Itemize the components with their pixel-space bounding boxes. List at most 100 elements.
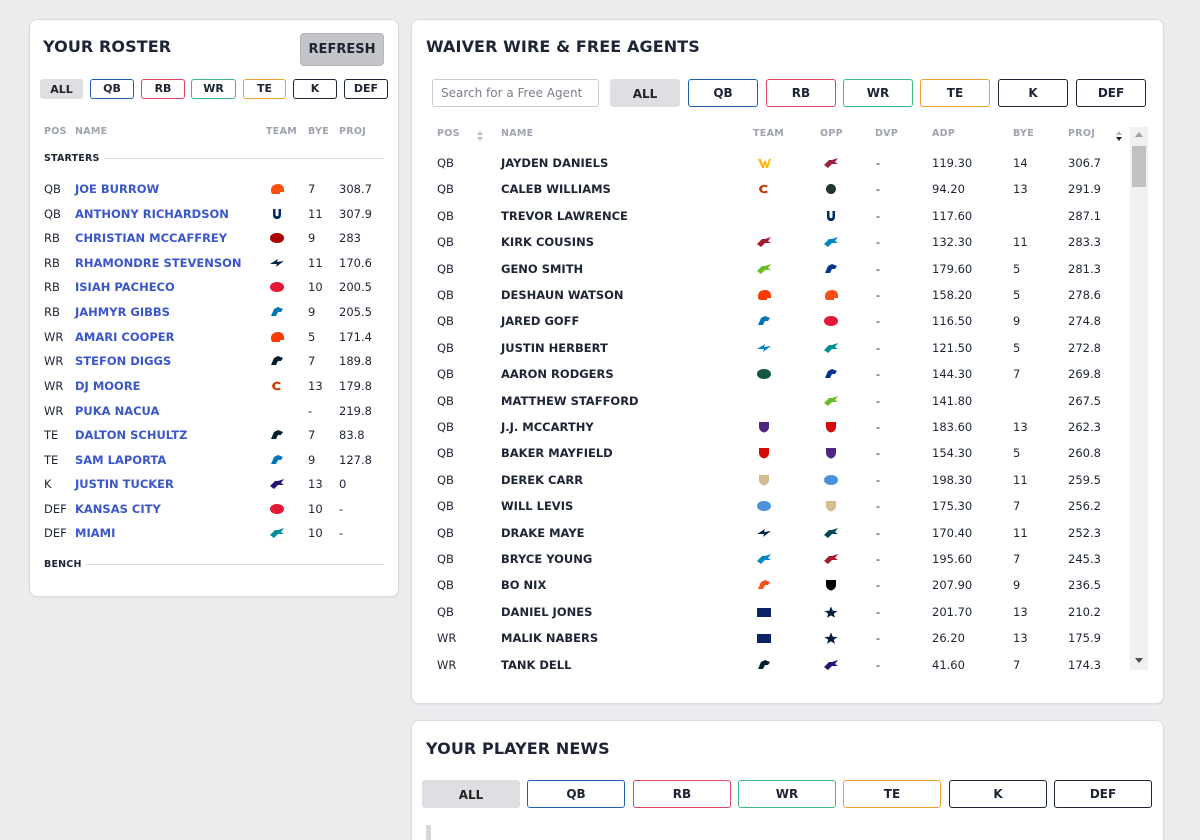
proj-sort-up-icon[interactable] xyxy=(1116,131,1122,135)
roster-player-bye: 10 xyxy=(308,280,323,294)
free-agent-search-input[interactable] xyxy=(432,79,599,107)
waiver-filter-wr[interactable]: WR xyxy=(843,79,913,107)
scroll-up-arrow-icon[interactable] xyxy=(1135,132,1143,137)
waiver-header-adp[interactable]: ADP xyxy=(932,128,956,139)
ne-team-logo-icon xyxy=(269,257,285,269)
waiver-player-pos: QB xyxy=(437,235,454,249)
scroll-thumb[interactable] xyxy=(1132,146,1146,187)
roster-header-proj[interactable]: PROJ xyxy=(339,126,367,137)
roster-player-name[interactable]: AMARI COOPER xyxy=(75,330,175,344)
dal-team-logo-icon xyxy=(823,632,839,644)
roster-player-proj: - xyxy=(339,526,344,540)
pos-sort-icon[interactable] xyxy=(477,131,483,135)
waiver-player-name[interactable]: AARON RODGERS xyxy=(501,367,614,381)
news-filter-all[interactable]: ALL xyxy=(422,780,520,808)
waiver-header-team[interactable]: TEAM xyxy=(753,128,784,139)
waiver-player-name[interactable]: BO NIX xyxy=(501,578,547,592)
roster-player-name[interactable]: DALTON SCHULTZ xyxy=(75,428,188,442)
roster-player-name[interactable]: DJ MOORE xyxy=(75,379,141,393)
roster-filter-wr[interactable]: WR xyxy=(191,79,236,99)
waiver-filter-rb[interactable]: RB xyxy=(766,79,836,107)
roster-filter-k[interactable]: K xyxy=(293,79,337,99)
waiver-player-adp: 141.80 xyxy=(932,394,973,408)
roster-player-name[interactable]: RHAMONDRE STEVENSON xyxy=(75,256,242,270)
waiver-player-name[interactable]: JAYDEN DANIELS xyxy=(501,156,609,170)
news-filter-wr[interactable]: WR xyxy=(738,780,836,808)
roster-player-name[interactable]: MIAMI xyxy=(75,526,116,540)
waiver-player-name[interactable]: DEREK CARR xyxy=(501,473,584,487)
refresh-button[interactable]: REFRESH xyxy=(300,33,384,66)
waiver-player-adp: 94.20 xyxy=(932,182,965,196)
news-filter-te[interactable]: TE xyxy=(843,780,941,808)
waiver-player-name[interactable]: MALIK NABERS xyxy=(501,631,599,645)
waiver-player-name[interactable]: GENO SMITH xyxy=(501,262,584,276)
waiver-player-name[interactable]: DANIEL JONES xyxy=(501,605,593,619)
roster-header-name[interactable]: NAME xyxy=(75,126,108,137)
roster-filter-rb[interactable]: RB xyxy=(141,79,185,99)
waiver-player-name[interactable]: KIRK COUSINS xyxy=(501,235,594,249)
waiver-header-dvp[interactable]: DVP xyxy=(875,128,899,139)
roster-player-name[interactable]: CHRISTIAN MCCAFFREY xyxy=(75,231,228,245)
waiver-player-adp: 119.30 xyxy=(932,156,973,170)
roster-filter-def[interactable]: DEF xyxy=(344,79,388,99)
waiver-player-dvp: - xyxy=(876,209,881,223)
waiver-player-name[interactable]: JARED GOFF xyxy=(501,314,580,328)
waiver-header-proj[interactable]: PROJ xyxy=(1068,128,1096,139)
waiver-filter-k[interactable]: K xyxy=(998,79,1068,107)
waiver-filter-qb[interactable]: QB xyxy=(688,79,758,107)
waiver-header-opp[interactable]: OPP xyxy=(820,128,843,139)
starters-divider xyxy=(104,158,384,159)
waiver-header-name[interactable]: NAME xyxy=(501,128,534,139)
roster-player-name[interactable]: KANSAS CITY xyxy=(75,502,161,516)
waiver-player-name[interactable]: J.J. MCCARTHY xyxy=(501,420,594,434)
roster-player-name[interactable]: SAM LAPORTA xyxy=(75,453,167,467)
roster-player-name[interactable]: JAHMYR GIBBS xyxy=(75,305,170,319)
roster-player-pos: TE xyxy=(44,453,59,467)
roster-filter-all[interactable]: ALL xyxy=(40,79,83,99)
news-filter-qb[interactable]: QB xyxy=(527,780,625,808)
roster-player-name[interactable]: PUKA NACUA xyxy=(75,404,160,418)
roster-player-name[interactable]: ISIAH PACHECO xyxy=(75,280,175,294)
waiver-scrollbar[interactable] xyxy=(1130,127,1148,670)
roster-header-bye[interactable]: BYE xyxy=(308,126,329,137)
waiver-player-name[interactable]: WILL LEVIS xyxy=(501,499,574,513)
roster-player-name[interactable]: ANTHONY RICHARDSON xyxy=(75,207,229,221)
roster-player-name[interactable]: JOE BURROW xyxy=(75,182,160,196)
waiver-header-bye[interactable]: BYE xyxy=(1013,128,1034,139)
proj-sort-down-icon[interactable] xyxy=(1116,137,1122,141)
pos-sort-down-icon[interactable] xyxy=(477,137,483,141)
waiver-player-name[interactable]: DRAKE MAYE xyxy=(501,526,585,540)
roster-player-name[interactable]: JUSTIN TUCKER xyxy=(75,477,174,491)
waiver-player-dvp: - xyxy=(876,235,881,249)
news-filter-rb[interactable]: RB xyxy=(633,780,731,808)
roster-card xyxy=(29,19,399,597)
waiver-player-dvp: - xyxy=(876,288,881,302)
waiver-player-name[interactable]: TANK DELL xyxy=(501,658,572,672)
mia-team-logo-icon xyxy=(823,342,839,354)
waiver-filter-te[interactable]: TE xyxy=(920,79,990,107)
waiver-player-proj: 236.5 xyxy=(1068,578,1101,592)
waiver-filter-all[interactable]: ALL xyxy=(610,79,680,107)
waiver-player-name[interactable]: JUSTIN HERBERT xyxy=(501,341,608,355)
nyj-team-logo-icon xyxy=(756,368,772,380)
waiver-player-name[interactable]: BAKER MAYFIELD xyxy=(501,446,613,460)
waiver-filter-def[interactable]: DEF xyxy=(1076,79,1146,107)
min-team-logo-icon xyxy=(756,421,772,433)
scroll-down-arrow-icon[interactable] xyxy=(1135,658,1143,663)
den-team-logo-icon xyxy=(756,579,772,591)
news-filter-k[interactable]: K xyxy=(949,780,1047,808)
waiver-player-name[interactable]: CALEB WILLIAMS xyxy=(501,182,611,196)
roster-player-proj: 205.5 xyxy=(339,305,372,319)
roster-player-bye: 9 xyxy=(308,231,316,245)
roster-filter-te[interactable]: TE xyxy=(243,79,286,99)
roster-player-pos: RB xyxy=(44,280,60,294)
roster-header-pos[interactable]: POS xyxy=(44,126,67,137)
waiver-player-name[interactable]: BRYCE YOUNG xyxy=(501,552,593,566)
waiver-player-name[interactable]: MATTHEW STAFFORD xyxy=(501,394,639,408)
waiver-player-name[interactable]: DESHAUN WATSON xyxy=(501,288,624,302)
roster-filter-qb[interactable]: QB xyxy=(90,79,134,99)
waiver-player-name[interactable]: TREVOR LAWRENCE xyxy=(501,209,628,223)
news-filter-def[interactable]: DEF xyxy=(1054,780,1152,808)
roster-player-name[interactable]: STEFON DIGGS xyxy=(75,354,172,368)
waiver-header-pos[interactable]: POS xyxy=(437,128,460,139)
